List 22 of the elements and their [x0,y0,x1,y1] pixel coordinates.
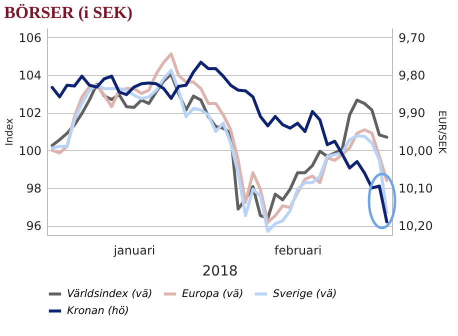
legend-label: Kronan (hö) [67,305,129,317]
y2-axis-title: EUR/SEK [436,110,447,154]
y-tick-label: 98 [26,181,42,196]
x-axis-title: 2018 [202,264,238,280]
y-tick-label: 96 [26,219,42,234]
y2-tick-label: 10,20 [398,219,433,234]
y-tick-label: 106 [18,30,42,45]
y-axis-title: Index [4,118,16,146]
legend-label: Världsindex (vä) [67,288,152,300]
y2-tick-label: 10,00 [398,144,433,158]
legend-label: Sverige (vä) [273,288,337,300]
y-tick-label: 100 [18,144,42,158]
y2-tick-label: 9,70 [398,30,426,45]
y2-tick-label: 9,80 [398,68,426,83]
y2-tick-label: 9,90 [398,106,426,120]
y-tick-label: 102 [18,106,42,120]
y-tick-label: 104 [18,68,42,83]
y2-tick-label: 10,10 [398,181,433,196]
x-tick-label: februari [274,244,322,258]
x-tick-label: januari [112,244,156,258]
chart-title: BÖRSER (i SEK) [4,3,133,22]
legend-label: Europa (vä) [182,288,244,300]
